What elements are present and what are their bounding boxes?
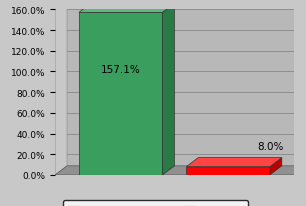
Polygon shape — [55, 1, 67, 175]
Legend: Zimmer Holdings, S&P 500: Zimmer Holdings, S&P 500 — [63, 200, 248, 206]
Polygon shape — [162, 4, 174, 175]
Polygon shape — [55, 166, 306, 175]
Polygon shape — [270, 158, 282, 175]
Polygon shape — [79, 4, 174, 13]
Text: 157.1%: 157.1% — [101, 65, 140, 75]
Polygon shape — [186, 158, 282, 167]
Polygon shape — [79, 13, 162, 175]
Text: 8.0%: 8.0% — [257, 141, 283, 151]
Polygon shape — [186, 167, 270, 175]
